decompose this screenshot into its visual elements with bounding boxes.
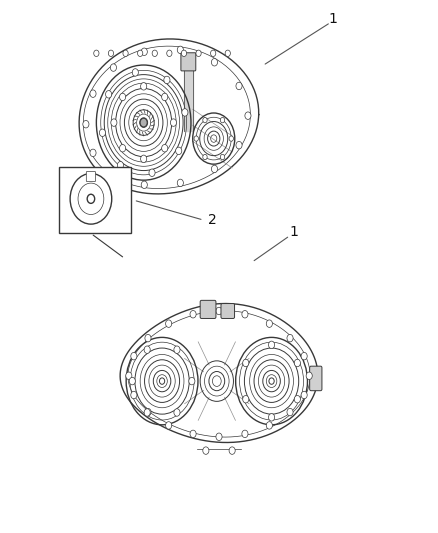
Circle shape [120, 93, 126, 101]
Circle shape [141, 83, 147, 90]
Circle shape [144, 346, 150, 353]
Text: 1: 1 [289, 225, 298, 239]
Circle shape [126, 372, 132, 379]
FancyBboxPatch shape [310, 366, 322, 391]
Circle shape [189, 377, 195, 385]
Circle shape [174, 346, 180, 353]
Circle shape [266, 320, 272, 327]
Circle shape [268, 414, 275, 421]
Circle shape [301, 391, 307, 399]
Circle shape [90, 149, 96, 157]
Circle shape [166, 422, 172, 429]
Circle shape [294, 395, 300, 403]
Circle shape [110, 171, 117, 178]
Circle shape [108, 50, 113, 56]
Circle shape [229, 136, 233, 141]
FancyBboxPatch shape [200, 301, 216, 319]
Circle shape [162, 93, 168, 101]
Circle shape [182, 109, 188, 116]
Circle shape [123, 50, 128, 56]
Text: 2: 2 [208, 213, 217, 227]
Circle shape [194, 136, 198, 141]
Circle shape [145, 334, 151, 342]
Circle shape [243, 359, 249, 367]
Circle shape [203, 117, 207, 123]
Circle shape [287, 408, 293, 416]
Circle shape [144, 409, 150, 416]
Circle shape [141, 181, 147, 189]
Circle shape [110, 64, 117, 71]
Circle shape [236, 82, 242, 90]
Circle shape [245, 112, 251, 119]
Circle shape [203, 155, 207, 160]
Circle shape [242, 430, 248, 438]
Circle shape [196, 50, 201, 56]
Bar [59, 167, 131, 233]
Circle shape [138, 50, 143, 56]
Circle shape [203, 447, 209, 454]
Circle shape [99, 129, 106, 136]
Circle shape [220, 155, 225, 160]
Circle shape [242, 311, 248, 318]
Circle shape [190, 311, 196, 318]
Circle shape [212, 59, 218, 66]
Circle shape [216, 307, 222, 314]
Circle shape [167, 50, 172, 56]
Circle shape [131, 352, 137, 360]
Circle shape [220, 117, 225, 123]
Circle shape [190, 430, 196, 438]
Circle shape [141, 48, 147, 55]
Circle shape [117, 161, 124, 169]
Circle shape [306, 372, 312, 379]
Circle shape [132, 69, 138, 76]
Circle shape [294, 359, 300, 367]
Circle shape [129, 377, 135, 385]
Circle shape [266, 422, 272, 429]
FancyBboxPatch shape [181, 53, 196, 71]
Circle shape [149, 169, 155, 176]
Circle shape [140, 118, 147, 127]
Circle shape [166, 320, 172, 327]
Circle shape [236, 141, 242, 149]
Circle shape [181, 50, 187, 56]
Text: 1: 1 [328, 12, 337, 26]
Circle shape [243, 395, 249, 403]
Circle shape [164, 76, 170, 84]
Circle shape [225, 50, 230, 56]
Circle shape [83, 120, 89, 128]
Circle shape [229, 447, 235, 454]
Circle shape [106, 91, 112, 98]
Circle shape [162, 144, 168, 152]
Circle shape [170, 119, 177, 126]
Circle shape [287, 334, 293, 342]
Circle shape [212, 165, 218, 173]
Circle shape [120, 144, 126, 152]
Circle shape [90, 90, 96, 98]
Circle shape [94, 50, 99, 56]
Circle shape [87, 194, 95, 204]
Circle shape [177, 179, 184, 187]
Circle shape [174, 409, 180, 416]
FancyBboxPatch shape [86, 172, 95, 182]
Circle shape [301, 352, 307, 360]
FancyBboxPatch shape [221, 304, 235, 319]
Circle shape [268, 341, 275, 349]
Circle shape [141, 155, 147, 163]
Circle shape [111, 119, 117, 126]
Circle shape [131, 391, 137, 399]
Circle shape [145, 408, 151, 416]
Circle shape [211, 50, 216, 56]
Circle shape [177, 46, 184, 54]
Circle shape [152, 50, 157, 56]
Circle shape [176, 147, 182, 155]
Circle shape [216, 433, 222, 440]
